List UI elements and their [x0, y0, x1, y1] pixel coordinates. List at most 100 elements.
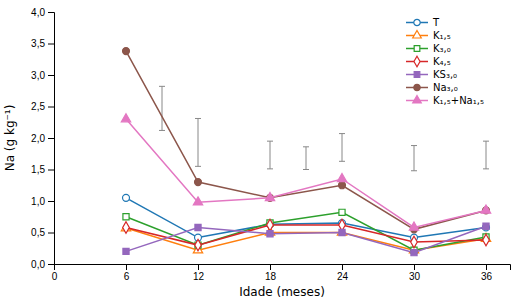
y-tick-mark	[48, 201, 54, 202]
error-bar-cap-high	[303, 146, 309, 147]
y-tick-label: 2,0	[31, 133, 45, 144]
series-line	[126, 212, 486, 250]
y-tick-mark	[48, 138, 54, 139]
series-point	[411, 250, 417, 256]
legend: T K₁,₅ K₃,₀ K₄,₅ KS₃,₀ Na₃,₀ K₁,₅+Na₁,₅	[406, 17, 484, 106]
error-bar-cap-low	[411, 170, 417, 171]
error-bar-cap-high	[267, 141, 273, 142]
x-tick-label: 24	[337, 271, 349, 282]
error-bar-cap-high	[195, 118, 201, 119]
series-line	[126, 226, 486, 252]
y-tick-mark	[48, 44, 54, 45]
series-line	[126, 51, 486, 229]
y-tick-mark	[48, 264, 54, 265]
legend-item: Na₃,₀	[406, 82, 458, 93]
error-bar-cap-low	[159, 130, 165, 131]
error-bar	[303, 147, 309, 170]
legend-marker	[414, 84, 420, 90]
y-tick: 2,0	[31, 133, 54, 144]
series	[123, 209, 489, 253]
series-point	[265, 192, 274, 200]
legend-label: K₁,₅+Na₁,₅	[433, 95, 484, 106]
error-bar-cap-low	[303, 169, 309, 170]
y-axis-line	[48, 13, 55, 265]
y-tick-mark	[48, 107, 54, 108]
y-tick-label: 4,0	[31, 7, 45, 18]
x-tick-mark	[414, 264, 415, 270]
error-bar-stem	[162, 86, 163, 130]
series-point	[483, 234, 490, 245]
x-tick-mark	[126, 264, 127, 270]
error-bar-cap-high	[483, 141, 489, 142]
x-tick-label: 6	[124, 271, 130, 282]
error-bar	[195, 118, 201, 166]
legend-label: K₄,₅	[433, 56, 451, 67]
legend-item: K₃,₀	[406, 43, 451, 54]
series-point	[123, 248, 129, 254]
x-tick-label: 36	[481, 271, 493, 282]
error-bar-cap-low	[195, 166, 201, 167]
y-tick-mark	[48, 233, 54, 234]
legend-label: KS₃,₀	[433, 69, 457, 80]
series-point	[483, 224, 490, 231]
y-tick: 4,0	[31, 7, 54, 18]
error-bar	[339, 134, 345, 162]
legend-marker	[414, 46, 420, 52]
legend-marker	[414, 19, 420, 25]
series-point	[121, 114, 130, 122]
y-tick: 0,0	[31, 259, 54, 270]
x-tick: 36	[481, 264, 493, 282]
x-tick-label: 12	[193, 271, 205, 282]
series-point	[195, 224, 201, 230]
legend-item: K₄,₅	[406, 56, 451, 67]
series-point	[267, 219, 274, 230]
x-tick-mark	[486, 264, 487, 270]
series-point	[267, 231, 273, 237]
legend-item: KS₃,₀	[406, 69, 457, 80]
x-tick: 30	[409, 264, 421, 282]
legend-label: K₁,₅	[433, 30, 451, 41]
series-point	[409, 222, 418, 230]
series-point	[195, 239, 202, 250]
data-area	[121, 48, 490, 256]
y-axis-title: Na (g kg⁻¹)	[3, 105, 17, 172]
series-line	[126, 225, 486, 245]
y-tick-mark	[48, 170, 54, 171]
y-tick-label: 1,5	[31, 164, 45, 175]
series-point	[411, 236, 418, 247]
error-bar	[483, 141, 489, 169]
y-tick: 1,5	[31, 164, 54, 175]
series-point	[339, 229, 345, 235]
error-bar-cap-high	[159, 86, 165, 87]
y-tick: 3,5	[31, 38, 54, 49]
error-bar-stem	[342, 134, 343, 162]
series-point	[193, 197, 202, 205]
series-point	[337, 174, 346, 182]
error-bar	[159, 86, 165, 130]
y-tick-label: 3,5	[31, 38, 45, 49]
y-tick-mark	[48, 12, 54, 13]
series-point	[339, 209, 345, 215]
error-bar-cap-high	[411, 145, 417, 146]
y-axis: 0,00,51,01,52,02,53,03,54,0	[31, 7, 54, 270]
y-tick-label: 0,5	[31, 227, 45, 238]
legend-marker	[414, 72, 420, 78]
x-tick: 24	[337, 264, 349, 282]
chart: 0612182430360,00,51,01,52,02,53,03,54,0I…	[0, 0, 524, 304]
x-tick-mark	[270, 264, 271, 270]
error-bar-cap-low	[339, 161, 345, 162]
error-bar-stem	[198, 118, 199, 166]
series-point	[123, 48, 130, 55]
legend-marker	[414, 56, 420, 67]
error-bar-cap-high	[339, 133, 345, 134]
legend-label: T	[432, 17, 440, 28]
x-tick: 0	[52, 264, 58, 282]
error-bar-cap-low	[267, 168, 273, 169]
x-tick-mark	[342, 264, 343, 270]
series-point	[339, 182, 346, 189]
series-point	[195, 179, 202, 186]
error-bar-stem	[306, 147, 307, 170]
legend-item: K₁,₅+Na₁,₅	[406, 95, 484, 106]
x-tick: 12	[193, 264, 205, 282]
series	[123, 223, 489, 256]
